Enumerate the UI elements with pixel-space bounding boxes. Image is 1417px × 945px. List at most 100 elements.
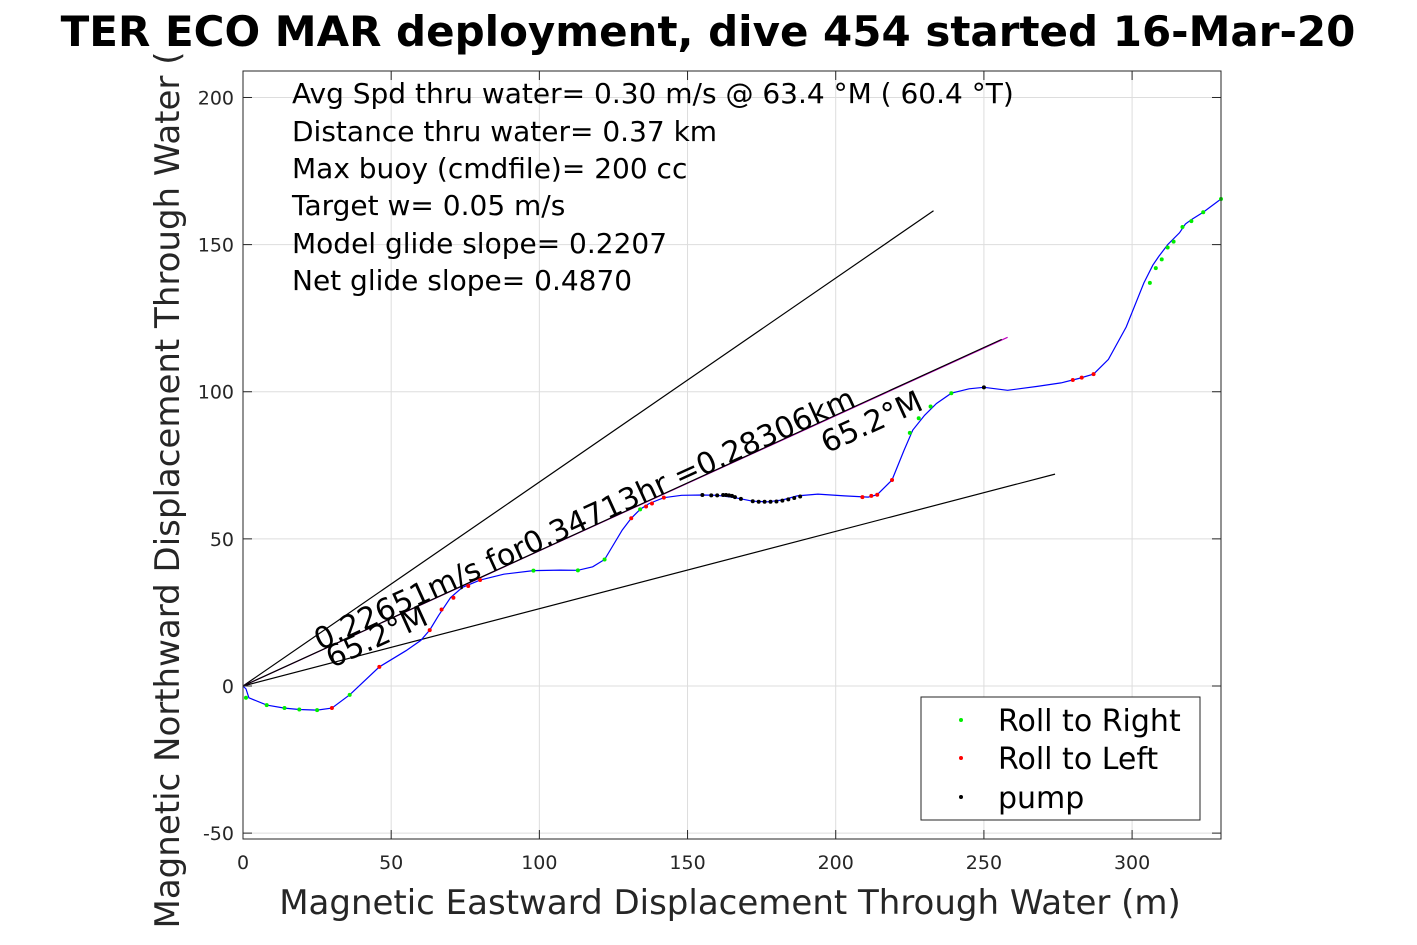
y-tick-labels: -50 0 50 100 150 200 xyxy=(198,87,234,845)
point-roll-to-left xyxy=(1091,372,1096,377)
x-tick-label: 300 xyxy=(1114,852,1150,874)
point-pump xyxy=(721,493,726,498)
point-roll-to-right xyxy=(1159,257,1164,262)
point-roll-to-right xyxy=(297,707,302,712)
y-tick-label: -50 xyxy=(203,823,234,845)
y-tick-label: 50 xyxy=(210,529,234,551)
point-roll-to-left xyxy=(377,664,382,669)
x-tick-label: 250 xyxy=(966,852,1002,874)
point-roll-to-left xyxy=(1070,377,1075,382)
point-roll-to-right xyxy=(907,430,912,435)
point-pump xyxy=(750,499,755,504)
legend-label-roll-left: Roll to Left xyxy=(998,742,1158,777)
point-roll-to-left xyxy=(451,595,456,600)
point-roll-to-right xyxy=(347,692,352,697)
point-roll-to-right xyxy=(315,708,320,713)
point-roll-to-left xyxy=(329,706,334,711)
point-roll-to-left xyxy=(890,478,895,483)
y-tick-label: 200 xyxy=(198,87,234,109)
point-roll-to-right xyxy=(1171,239,1176,244)
point-roll-to-right xyxy=(602,557,607,562)
plot-frame xyxy=(242,70,1222,840)
point-roll-to-left xyxy=(875,492,880,497)
point-roll-to-left xyxy=(860,495,865,500)
point-pump xyxy=(981,385,986,390)
reference-line-upper xyxy=(242,210,934,687)
y-axis-label: Magnetic Northward Displacement Through … xyxy=(148,52,188,929)
x-tick-label: 100 xyxy=(521,852,557,874)
legend: Roll to Right Roll to Left pump xyxy=(920,696,1201,821)
point-roll-to-left xyxy=(427,628,432,633)
point-roll-to-left xyxy=(466,583,471,588)
point-pump xyxy=(792,495,797,500)
y-tick-label: 100 xyxy=(198,382,234,404)
x-axis-label: Magnetic Eastward Displacement Through W… xyxy=(279,883,1181,923)
point-pump xyxy=(700,493,705,498)
point-pump xyxy=(780,498,785,503)
x-tick-label: 0 xyxy=(237,852,249,874)
reference-line-lower xyxy=(242,473,1056,687)
point-roll-to-left xyxy=(649,501,654,506)
data-points xyxy=(243,197,1223,713)
info-text-block: Avg Spd thru water= 0.30 m/s @ 63.4 °M (… xyxy=(291,77,1014,297)
legend-box xyxy=(920,696,1201,821)
point-pump xyxy=(727,493,732,498)
y-tick-label: 0 xyxy=(222,676,234,698)
point-pump xyxy=(738,496,743,501)
point-roll-to-right xyxy=(638,507,643,512)
reference-line-net-black xyxy=(242,338,1002,687)
point-roll-to-right xyxy=(1165,245,1170,250)
point-roll-to-right xyxy=(1153,266,1158,271)
point-pump xyxy=(798,494,803,499)
point-roll-to-right xyxy=(928,404,933,409)
point-pump xyxy=(786,497,791,502)
x-tick-labels: 0 50 100 150 200 250 300 xyxy=(237,852,1150,874)
point-roll-to-right xyxy=(949,391,954,396)
point-pump xyxy=(762,499,767,504)
point-roll-to-left xyxy=(478,578,483,583)
tick-marks xyxy=(242,71,1221,839)
legend-label-roll-right: Roll to Right xyxy=(998,704,1181,739)
info-distance: Distance thru water= 0.37 km xyxy=(292,115,717,148)
point-roll-to-right xyxy=(282,706,287,711)
legend-marker-roll-right xyxy=(959,718,963,722)
point-roll-to-left xyxy=(1079,375,1084,380)
point-roll-to-left xyxy=(439,607,444,612)
x-tick-label: 50 xyxy=(379,852,403,874)
info-target-w: Target w= 0.05 m/s xyxy=(291,189,565,222)
reference-lines xyxy=(242,210,1056,687)
point-pump xyxy=(715,493,720,498)
info-max-buoy: Max buoy (cmdfile)= 200 cc xyxy=(292,152,687,185)
point-roll-to-right xyxy=(1147,280,1152,285)
point-pump xyxy=(756,499,761,504)
legend-marker-pump xyxy=(959,795,963,799)
point-roll-to-left xyxy=(629,516,634,521)
point-pump xyxy=(732,495,737,500)
point-roll-to-right xyxy=(575,568,580,573)
point-roll-to-right xyxy=(243,695,248,700)
point-pump xyxy=(768,499,773,504)
point-roll-to-left xyxy=(869,493,874,498)
legend-marker-roll-left xyxy=(959,756,963,760)
x-tick-label: 150 xyxy=(669,852,705,874)
point-roll-to-right xyxy=(1189,219,1194,224)
point-pump xyxy=(709,493,714,498)
y-tick-label: 150 xyxy=(198,235,234,257)
track-lines xyxy=(242,198,1222,711)
point-roll-to-right xyxy=(1201,210,1206,215)
point-roll-to-left xyxy=(644,504,649,509)
info-net-glide-slope: Net glide slope= 0.4870 xyxy=(292,264,632,297)
point-roll-to-right xyxy=(264,703,269,708)
point-pump xyxy=(724,493,729,498)
legend-label-pump: pump xyxy=(998,781,1084,816)
point-roll-to-right xyxy=(1180,224,1185,229)
chart-title: TER ECO MAR deployment, dive 454 started… xyxy=(61,7,1356,56)
info-model-glide-slope: Model glide slope= 0.2207 xyxy=(292,227,667,260)
point-roll-to-right xyxy=(531,568,536,573)
point-roll-to-right xyxy=(916,416,921,421)
glider-track-line xyxy=(242,198,1222,711)
info-avg-speed: Avg Spd thru water= 0.30 m/s @ 63.4 °M (… xyxy=(292,77,1014,110)
point-roll-to-left xyxy=(661,495,666,500)
x-tick-label: 200 xyxy=(818,852,854,874)
